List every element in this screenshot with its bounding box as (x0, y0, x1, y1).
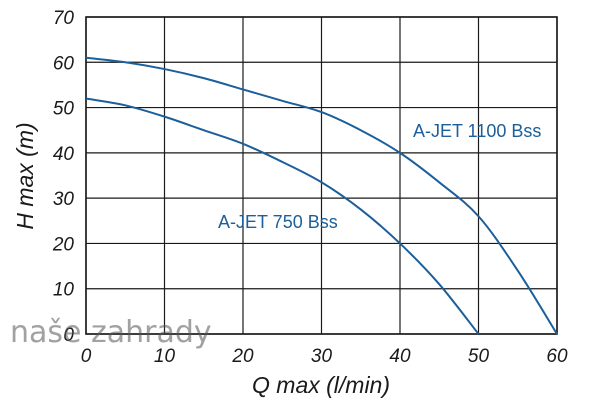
y-tick-label: 20 (52, 234, 75, 255)
watermark-logo-text: naše zahrady (10, 315, 212, 350)
y-tick-label: 50 (53, 99, 75, 120)
x-tick-label: 10 (154, 346, 176, 367)
x-tick-label: 30 (311, 346, 333, 367)
y-tick-label: 30 (53, 189, 75, 210)
series-label-a-jet-750: A-JET 750 Bss (218, 212, 338, 232)
x-tick-label: 50 (468, 346, 490, 367)
series-line-a-jet-750 (85, 97, 480, 335)
series-line-a-jet-1100 (85, 56, 558, 335)
y-tick-label: 60 (53, 53, 75, 74)
y-tick-label: 70 (53, 8, 75, 29)
y-tick-label: 10 (53, 280, 75, 301)
series-label-a-jet-1100: A-JET 1100 Bss (413, 121, 541, 141)
x-tick-label: 20 (231, 346, 254, 367)
x-tick-label: 0 (81, 346, 92, 367)
y-tick-label: 0 (63, 325, 74, 346)
y-axis-title: H max (m) (12, 122, 38, 229)
x-axis-ticks: 0 10 20 30 40 50 60 (81, 346, 568, 367)
y-tick-label: 40 (53, 144, 75, 165)
y-axis-ticks: 0 10 20 30 40 50 60 70 (52, 8, 75, 346)
grid (85, 16, 558, 335)
x-tick-label: 60 (546, 346, 568, 367)
x-tick-label: 40 (389, 346, 411, 367)
curves (85, 56, 558, 335)
plot-frame (85, 16, 558, 335)
x-axis-title: Q max (l/min) (252, 372, 390, 398)
